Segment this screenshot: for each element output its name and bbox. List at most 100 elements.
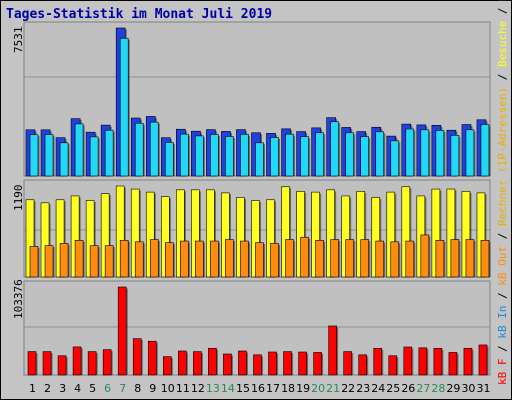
x-axis-label: 9 bbox=[149, 382, 156, 395]
bar-dateien bbox=[240, 134, 249, 177]
bar-dateien bbox=[480, 124, 490, 177]
bar-kb-f bbox=[463, 347, 473, 376]
x-axis-label: 15 bbox=[236, 382, 250, 395]
x-axis-label: 25 bbox=[386, 382, 400, 395]
x-axis-label: 16 bbox=[251, 382, 265, 395]
bar-kb-out bbox=[89, 245, 99, 278]
x-axis-label: 6 bbox=[104, 382, 111, 395]
bar-kb-f bbox=[448, 352, 458, 376]
bar-kb-out bbox=[360, 239, 370, 278]
x-axis-label: 22 bbox=[341, 382, 355, 395]
bar-kb-f bbox=[117, 286, 127, 376]
bar-dateien bbox=[74, 123, 84, 177]
bar-kb-f bbox=[418, 347, 428, 376]
x-axis-label: 4 bbox=[74, 382, 81, 395]
bar-dateien bbox=[104, 129, 114, 177]
bar-kb-out bbox=[390, 241, 400, 278]
bar-kb-out bbox=[149, 239, 159, 278]
bar-kb-f bbox=[478, 344, 488, 376]
bar-kb-f bbox=[162, 356, 172, 376]
bar-kb-f bbox=[42, 351, 52, 376]
x-axis-label: 24 bbox=[371, 382, 385, 395]
bar-dateien bbox=[405, 128, 415, 177]
bar-kb-f bbox=[102, 349, 112, 376]
x-axis-label: 29 bbox=[446, 382, 460, 395]
bar-kb-f bbox=[298, 351, 307, 376]
bar-kb-out bbox=[119, 239, 129, 278]
bar-kb-f bbox=[313, 352, 322, 376]
bar-kb-f bbox=[358, 354, 368, 376]
bar-dateien bbox=[210, 134, 219, 177]
bar-dateien bbox=[450, 135, 460, 177]
bar-dateien bbox=[375, 131, 385, 177]
bar-dateien bbox=[44, 134, 54, 177]
bar-dateien bbox=[225, 136, 234, 177]
bar-dateien bbox=[59, 142, 69, 177]
bar-dateien bbox=[29, 134, 39, 177]
bar-kb-f bbox=[27, 351, 37, 376]
bar-kb-out bbox=[59, 243, 69, 278]
x-axis-label: 11 bbox=[176, 382, 190, 395]
bar-kb-f bbox=[193, 351, 202, 376]
bar-dateien bbox=[420, 129, 430, 177]
x-axis-label: 2 bbox=[44, 382, 51, 395]
bar-kb-out bbox=[104, 245, 114, 278]
bar-kb-out bbox=[195, 240, 204, 278]
x-axis-label: 19 bbox=[296, 382, 310, 395]
chart-title: Tages-Statistik im Monat Juli 2019 bbox=[6, 7, 273, 22]
bar-dateien bbox=[300, 136, 309, 177]
bar-kb-f bbox=[283, 351, 292, 376]
bar-kb-f bbox=[373, 347, 383, 376]
bar-kb-out bbox=[270, 243, 279, 278]
bar-kb-f bbox=[253, 354, 262, 376]
x-axis-label: 21 bbox=[326, 382, 340, 395]
bar-kb-out bbox=[225, 239, 234, 278]
x-axis-label: 17 bbox=[266, 382, 280, 395]
bar-kb-out bbox=[44, 245, 54, 278]
x-axis-label: 14 bbox=[221, 382, 235, 395]
bar-dateien bbox=[89, 136, 99, 177]
bar-dateien bbox=[465, 129, 475, 177]
x-axis-label: 7 bbox=[119, 382, 126, 395]
bar-kb-out bbox=[435, 239, 445, 278]
bar-kb-f bbox=[72, 346, 82, 376]
bar-kb-out bbox=[300, 236, 309, 278]
bar-kb-out bbox=[480, 239, 490, 278]
x-axis-label: 23 bbox=[356, 382, 370, 395]
bar-kb-f bbox=[223, 353, 232, 376]
bar-dateien bbox=[119, 37, 129, 177]
bar-dateien bbox=[149, 121, 159, 177]
bar-kb-out bbox=[420, 234, 430, 278]
bar-kb-out bbox=[29, 246, 39, 278]
x-axis-label: 8 bbox=[134, 382, 141, 395]
bar-kb-f bbox=[268, 351, 277, 376]
bar-dateien bbox=[134, 123, 144, 177]
bar-kb-out bbox=[240, 240, 249, 278]
x-axis-label: 5 bbox=[89, 382, 96, 395]
bar-kb-f bbox=[178, 350, 187, 376]
x-axis-label: 27 bbox=[416, 382, 430, 395]
bar-dateien bbox=[180, 133, 189, 177]
x-axis-label: 12 bbox=[191, 382, 205, 395]
bar-kb-f bbox=[87, 351, 97, 376]
bar-kb-f bbox=[388, 355, 398, 376]
bar-kb-out bbox=[164, 242, 174, 278]
bar-kb-f bbox=[238, 350, 247, 376]
x-axis-label: 30 bbox=[461, 382, 475, 395]
x-axis-label: 10 bbox=[161, 382, 175, 395]
x-axis-label: 1 bbox=[29, 382, 36, 395]
bar-kb-f bbox=[57, 355, 67, 376]
x-axis-label: 26 bbox=[401, 382, 415, 395]
bar-dateien bbox=[390, 140, 400, 177]
bar-kb-out bbox=[465, 239, 475, 278]
bar-dateien bbox=[255, 142, 264, 177]
bar-kb-out bbox=[285, 239, 294, 278]
x-axis-label: 3 bbox=[59, 382, 66, 395]
bar-dateien bbox=[315, 132, 324, 177]
bar-kb-out bbox=[375, 240, 385, 278]
bar-kb-out bbox=[210, 240, 219, 278]
x-axis-label: 28 bbox=[431, 382, 445, 395]
x-axis-label: 31 bbox=[476, 382, 490, 395]
bar-kb-out bbox=[345, 239, 354, 278]
